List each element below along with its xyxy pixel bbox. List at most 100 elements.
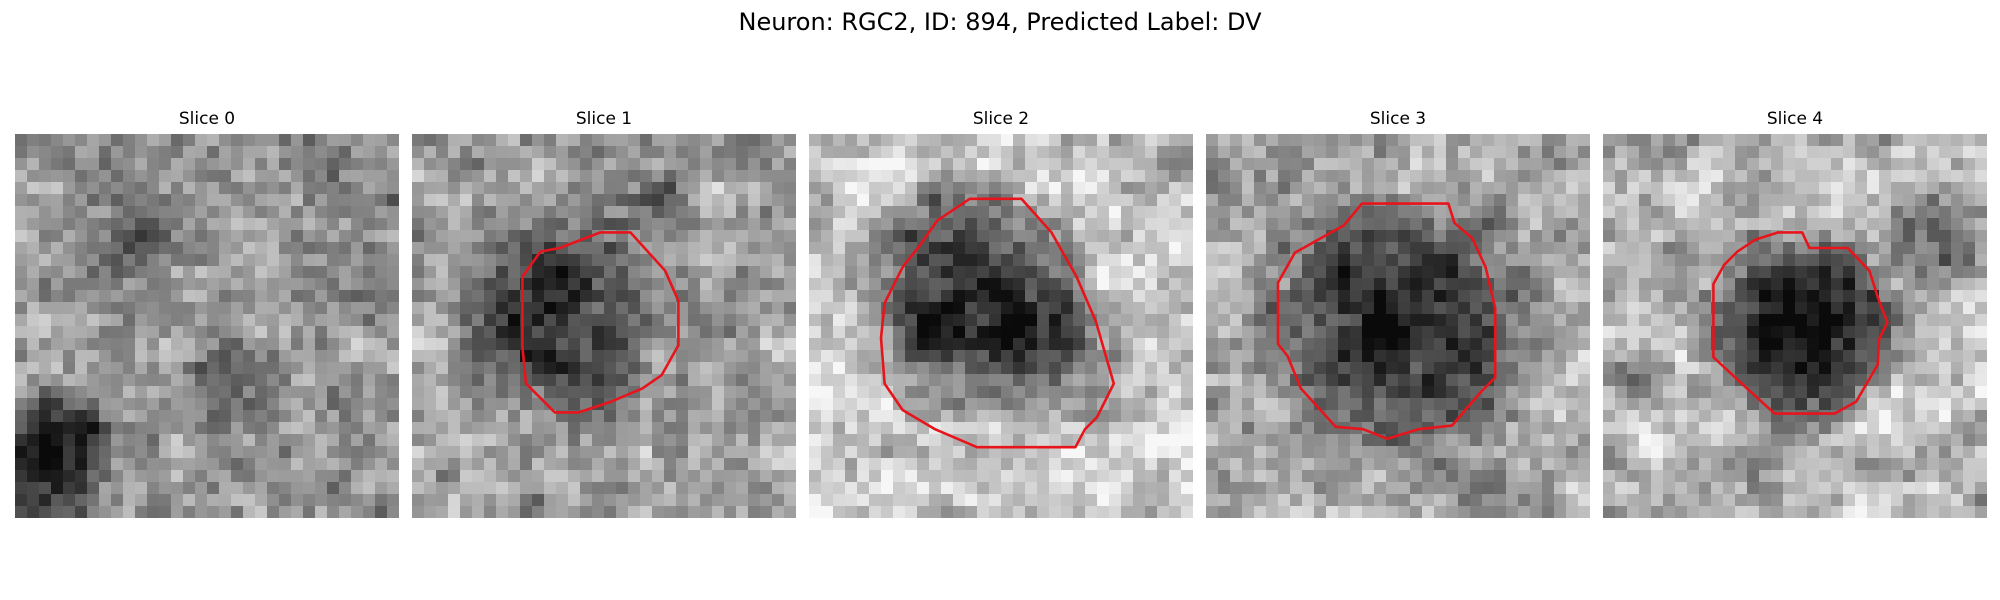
pixel: [544, 458, 557, 471]
pixel: [387, 146, 399, 159]
pixel: [508, 218, 521, 231]
pixel: [1723, 446, 1736, 459]
pixel: [1206, 374, 1219, 387]
pixel: [1133, 230, 1146, 243]
pixel: [857, 170, 870, 183]
pixel: [1254, 482, 1267, 495]
pixel: [1434, 422, 1447, 435]
pixel: [147, 482, 160, 495]
pixel: [1566, 254, 1579, 267]
pixel: [424, 242, 437, 255]
pixel: [1314, 242, 1327, 255]
pixel: [75, 470, 88, 483]
pixel: [532, 350, 545, 363]
pixel: [1831, 338, 1844, 351]
pixel: [1169, 218, 1182, 231]
pixel: [833, 146, 846, 159]
pixel: [412, 362, 425, 375]
pixel: [941, 302, 954, 315]
pixel: [75, 242, 88, 255]
pixel: [1266, 194, 1279, 207]
pixel: [1422, 134, 1435, 147]
pixel: [1723, 218, 1736, 231]
pixel: [1169, 170, 1182, 183]
pixel: [1410, 326, 1423, 339]
pixel: [941, 242, 954, 255]
pixel: [1530, 290, 1543, 303]
pixel: [1290, 494, 1303, 507]
pixel: [1362, 254, 1375, 267]
pixel: [784, 134, 796, 147]
pixel: [1554, 182, 1567, 195]
pixel: [1903, 290, 1916, 303]
pixel: [929, 434, 942, 447]
pixel: [75, 290, 88, 303]
pixel: [1302, 182, 1315, 195]
pixel: [183, 146, 196, 159]
pixel: [1831, 386, 1844, 399]
pixel: [1651, 338, 1664, 351]
pixel: [87, 314, 100, 327]
pixel: [724, 494, 737, 507]
pixel: [1013, 266, 1026, 279]
pixel: [39, 338, 52, 351]
pixel: [99, 338, 112, 351]
pixel: [1482, 482, 1495, 495]
pixel: [496, 338, 509, 351]
pixel: [1915, 254, 1928, 267]
pixel: [1001, 470, 1014, 483]
pixel: [1639, 230, 1652, 243]
pixel: [1001, 362, 1014, 375]
pixel: [1434, 458, 1447, 471]
pixel: [1615, 446, 1628, 459]
pixel: [1963, 434, 1976, 447]
pixel: [147, 410, 160, 423]
pixel: [508, 254, 521, 267]
pixel: [315, 230, 328, 243]
pixel: [1759, 158, 1772, 171]
pixel: [712, 278, 725, 291]
pixel: [412, 482, 425, 495]
pixel: [1470, 302, 1483, 315]
pixel: [1073, 470, 1086, 483]
pixel: [135, 290, 148, 303]
pixel: [1025, 206, 1038, 219]
pixel: [821, 290, 834, 303]
pixel: [1687, 302, 1700, 315]
pixel: [1819, 314, 1832, 327]
pixel: [1975, 266, 1987, 279]
pixel: [1771, 314, 1784, 327]
pixel: [556, 278, 569, 291]
pixel: [231, 338, 244, 351]
pixel: [375, 470, 388, 483]
pixel: [941, 314, 954, 327]
pixel: [279, 410, 292, 423]
pixel: [1603, 386, 1616, 399]
pixel: [1145, 290, 1158, 303]
pixel: [303, 254, 316, 267]
pixel: [568, 446, 581, 459]
pixel: [1013, 422, 1026, 435]
pixel: [1410, 314, 1423, 327]
pixel: [1603, 242, 1616, 255]
pixel: [436, 458, 449, 471]
pixel: [387, 422, 399, 435]
pixel: [1903, 386, 1916, 399]
pixel: [676, 506, 689, 518]
pixel: [1410, 494, 1423, 507]
pixel: [375, 206, 388, 219]
pixel: [1230, 302, 1243, 315]
pixel: [784, 338, 796, 351]
pixel: [1326, 326, 1339, 339]
pixel: [628, 350, 641, 363]
pixel: [857, 158, 870, 171]
pixel: [63, 470, 76, 483]
pixel: [375, 398, 388, 411]
pixel: [1013, 158, 1026, 171]
pixel: [135, 326, 148, 339]
pixel: [1699, 242, 1712, 255]
pixel: [147, 338, 160, 351]
pixel: [1927, 314, 1940, 327]
pixel: [1530, 254, 1543, 267]
pixel: [51, 458, 64, 471]
